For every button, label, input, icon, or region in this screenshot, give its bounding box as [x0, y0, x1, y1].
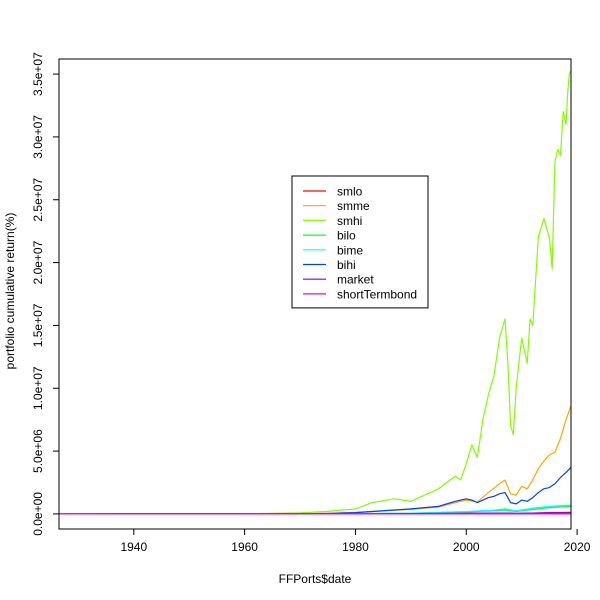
series-line-bihi — [58, 466, 572, 515]
plot-frame — [58, 58, 572, 530]
y-axis-title: portfolio cumulative return(%) — [3, 213, 17, 370]
y-tick-label: 0.0e+00 — [31, 492, 45, 536]
y-tick-label: 1.0e+07 — [31, 366, 45, 410]
legend-box — [291, 175, 429, 309]
y-tick-label: 5.0e+06 — [31, 429, 45, 473]
legend-label-bime: bime — [337, 243, 363, 257]
x-axis-title: FFPorts$date — [279, 572, 352, 586]
x-axis: 1940 1960 1980 2000 2020 — [120, 529, 591, 554]
x-tick-label: 2020 — [564, 540, 591, 554]
legend-label-bilo: bilo — [337, 229, 356, 243]
x-tick-label: 1960 — [231, 540, 258, 554]
legend-label-smhi: smhi — [337, 214, 362, 228]
legend-label-smlo: smlo — [337, 185, 363, 199]
series-line-smhi — [58, 70, 572, 515]
legend-label-shortTermbond: shortTermbond — [337, 287, 417, 301]
x-tick-label: 1980 — [342, 540, 369, 554]
y-tick-label: 2.5e+07 — [31, 178, 45, 222]
x-tick-label: 2000 — [453, 540, 480, 554]
series-layer — [58, 70, 572, 515]
legend-label-smme: smme — [337, 199, 370, 213]
legend: smlosmmesmhibilobimebihimarketshortTermb… — [291, 175, 429, 309]
y-tick-label: 3.0e+07 — [31, 115, 45, 159]
legend-label-bihi: bihi — [337, 258, 356, 272]
legend-label-market: market — [337, 273, 374, 287]
y-tick-label: 3.5e+07 — [31, 52, 45, 96]
y-tick-label: 2.0e+07 — [31, 240, 45, 284]
x-tick-label: 1940 — [120, 540, 147, 554]
y-axis: 0.0e+00 5.0e+06 1.0e+07 1.5e+07 2.0e+07 2.5e+… — [31, 52, 59, 536]
y-tick-label: 1.5e+07 — [31, 303, 45, 347]
